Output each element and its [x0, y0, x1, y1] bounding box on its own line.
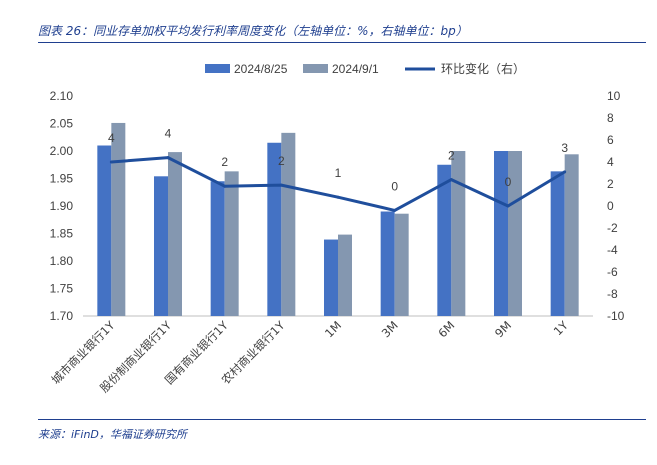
bar-2 [168, 152, 182, 316]
y-left-tick-label: 1.75 [50, 282, 74, 296]
y-left-tick-label: 1.90 [50, 199, 74, 213]
line-point [223, 184, 227, 188]
source-note: 来源：iFinD，华福证券研究所 [38, 428, 187, 441]
y-right-tick-label: -10 [607, 309, 625, 323]
y-left-tick-label: 2.05 [50, 117, 74, 131]
y-right-tick-label: 8 [607, 111, 614, 125]
bar-1 [494, 151, 508, 316]
bar-2 [111, 122, 126, 316]
y-right-tick-label: -4 [607, 243, 618, 257]
bar-2 [338, 234, 352, 316]
y-right-tick-label: -8 [607, 287, 618, 301]
legend-swatch [303, 64, 328, 73]
y-right-tick-label: -6 [607, 265, 618, 279]
bar-2 [451, 151, 466, 316]
y-right-tick-label: 0 [607, 199, 614, 213]
line-data-label: 2 [221, 155, 228, 169]
y-right-tick-label: -2 [607, 221, 618, 235]
y-left-tick-label: 1.70 [50, 309, 74, 323]
y-left-tick-label: 2.00 [50, 144, 74, 158]
bar-1 [154, 176, 168, 316]
bars [97, 122, 579, 316]
line-data-label: 0 [391, 179, 398, 193]
x-tick-label: 6M [435, 318, 457, 340]
chart-title: 图表 26：同业存单加权平均发行利率周度变化（左轴单位：%，右轴单位：bp） [38, 24, 468, 38]
y-right-tick-label: 4 [607, 155, 614, 169]
y-left-tick-label: 2.10 [50, 89, 74, 103]
x-tick-label: 1Y [551, 318, 572, 339]
bar-1 [550, 171, 565, 316]
line-point [336, 195, 340, 199]
legend: 2024/8/25 2024/9/1 环比变化（右） [205, 61, 525, 76]
legend-label: 2024/9/1 [332, 62, 379, 76]
y-left-tick-label: 1.95 [50, 172, 74, 186]
line-series: 4 4 2 2 1 0 2 0 3 [108, 127, 568, 212]
bar-1 [210, 181, 225, 316]
x-tick-label: 3M [379, 318, 401, 340]
bar-1 [97, 145, 112, 316]
line-data-label: 2 [448, 149, 455, 163]
y-right-tick-label: 2 [607, 177, 614, 191]
line-data-label: 4 [165, 127, 172, 141]
line-point [506, 204, 510, 208]
y-right-tick-label: 10 [607, 89, 621, 103]
line-point [279, 183, 283, 187]
bar-1 [437, 164, 452, 316]
line-point [393, 208, 397, 212]
bar-2 [224, 171, 239, 316]
legend-swatch [205, 64, 230, 73]
bar-2 [281, 132, 296, 316]
line-point [166, 156, 170, 160]
y-right-tick-label: 6 [607, 133, 614, 147]
legend-label: 2024/8/25 [234, 62, 288, 76]
y-left-tick-label: 1.80 [50, 254, 74, 268]
x-tick-label: 9M [492, 318, 514, 340]
y-left-tick-label: 1.85 [50, 227, 74, 241]
line-data-label: 2 [278, 154, 285, 168]
bar-2 [394, 213, 409, 316]
line-data-label: 4 [108, 131, 115, 145]
line-data-label: 3 [561, 141, 568, 155]
source-rule [38, 419, 646, 420]
line-data-label: 0 [505, 175, 512, 189]
bar-1 [324, 239, 338, 316]
line-point [449, 178, 453, 182]
bar-2 [564, 154, 579, 316]
bar-1 [267, 142, 282, 316]
legend-label: 环比变化（右） [441, 61, 525, 76]
line-point [109, 160, 113, 164]
line-point [563, 170, 567, 174]
line-data-label: 1 [335, 166, 342, 180]
bar-1 [380, 211, 395, 316]
x-tick-label: 1M [322, 318, 344, 340]
bar-2 [508, 151, 522, 316]
title-rule [38, 42, 646, 43]
